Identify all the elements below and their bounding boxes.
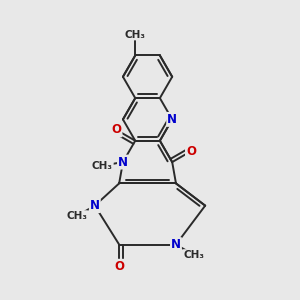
Text: O: O (112, 123, 122, 136)
Text: O: O (114, 260, 124, 273)
Text: O: O (186, 145, 196, 158)
Text: N: N (90, 199, 100, 212)
Text: CH₃: CH₃ (125, 29, 146, 40)
Text: CH₃: CH₃ (92, 161, 113, 171)
Text: N: N (118, 156, 128, 169)
Text: N: N (167, 113, 177, 126)
Text: CH₃: CH₃ (184, 250, 205, 260)
Text: CH₃: CH₃ (66, 211, 87, 221)
Text: N: N (171, 238, 181, 251)
